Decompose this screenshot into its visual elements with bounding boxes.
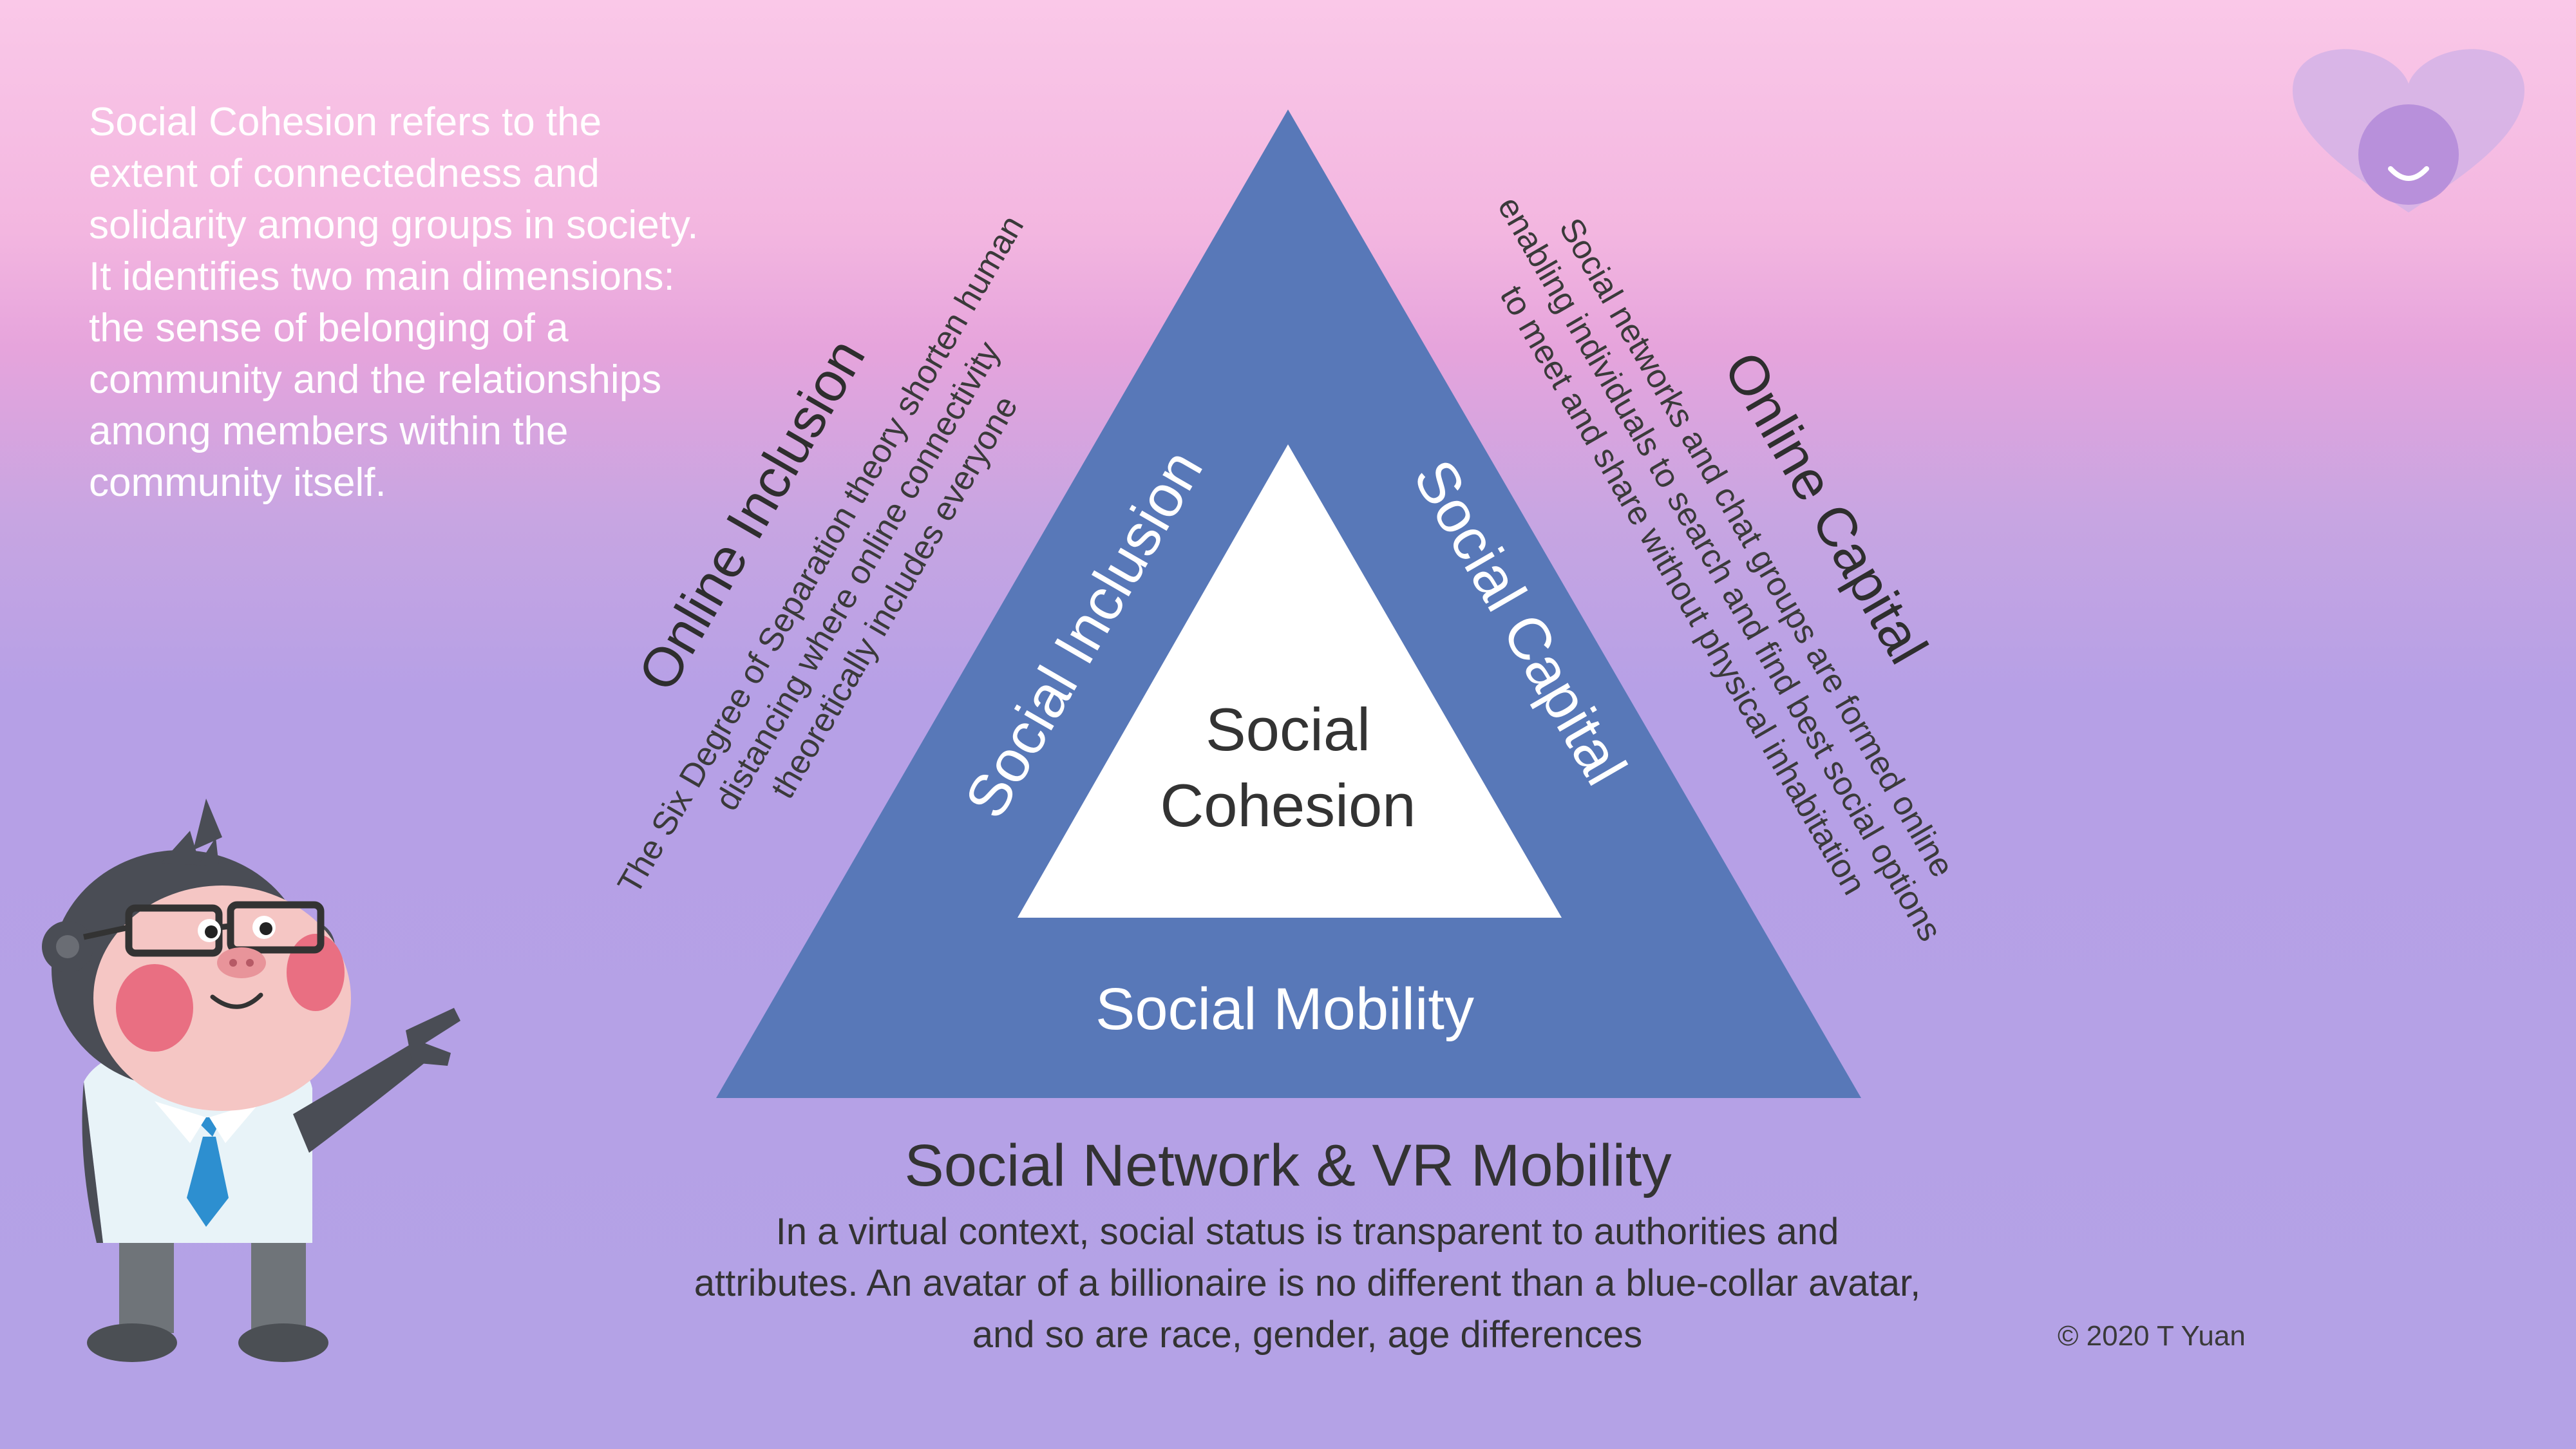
mascot-character-icon xyxy=(42,799,460,1362)
center-label-line2: Cohesion xyxy=(1160,772,1416,839)
bottom-description-line-2: attributes. An avatar of a billionaire i… xyxy=(694,1262,1921,1304)
bottom-description-line-3: and so are race, gender, age differences xyxy=(972,1314,1643,1356)
bottom-heading: Social Network & VR Mobility xyxy=(904,1133,1672,1198)
bottom-description: In a virtual context, social status is t… xyxy=(567,1206,2048,1361)
intro-text: Social Cohesion refers to the extent of … xyxy=(89,100,699,505)
copyright-text: © 2020 T Yuan xyxy=(2058,1320,2246,1352)
center-label-line1: Social xyxy=(1206,696,1370,763)
heart-logo-icon xyxy=(2293,49,2524,213)
bottom-description-line-1: In a virtual context, social status is t… xyxy=(775,1211,1839,1253)
social-mobility-label: Social Mobility xyxy=(1095,976,1474,1042)
inner-triangle xyxy=(1018,444,1562,918)
